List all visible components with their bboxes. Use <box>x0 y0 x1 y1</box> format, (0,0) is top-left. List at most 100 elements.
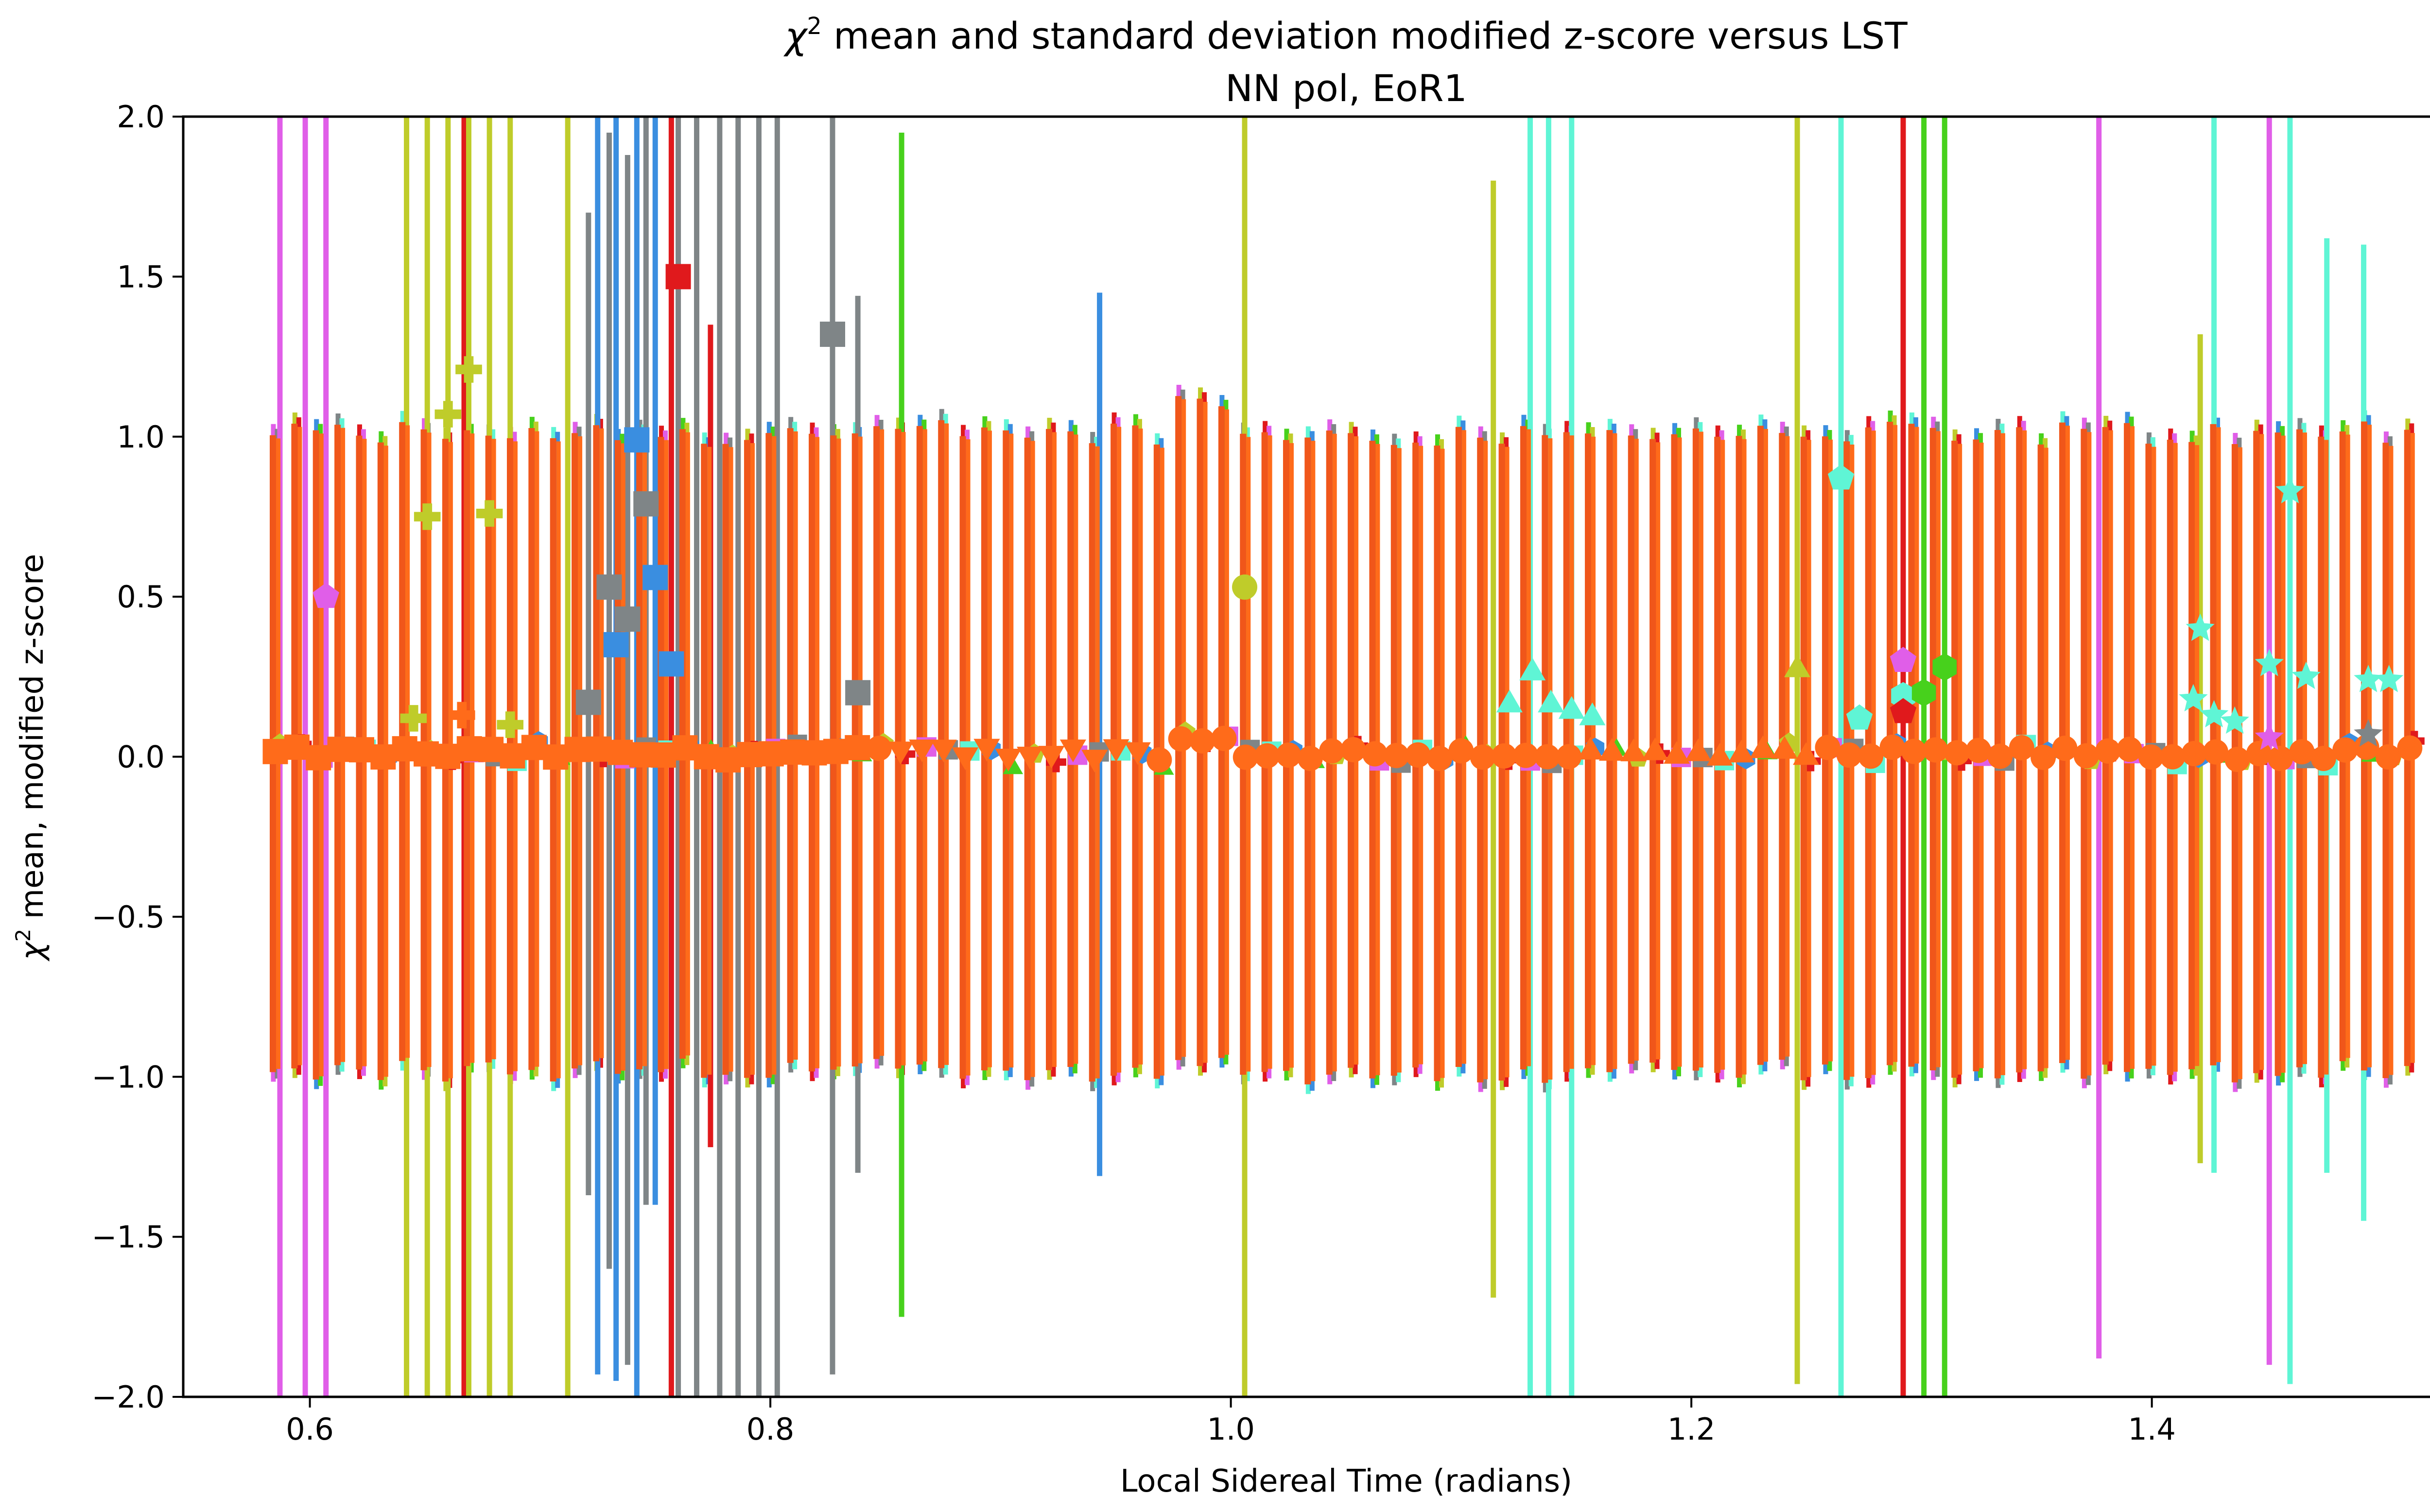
chart-title-rest: mean and standard deviation modified z-s… <box>822 14 1908 57</box>
main-series-marker <box>1427 745 1453 771</box>
main-series-marker <box>758 741 784 767</box>
main-series-marker <box>1190 728 1215 754</box>
outlier-marker <box>2375 665 2404 692</box>
main-series-marker <box>1750 735 1776 758</box>
main-series-marker <box>995 749 1022 772</box>
outlier-marker <box>434 401 462 428</box>
y-tick-label: 2.0 <box>117 99 165 135</box>
main-series-marker <box>586 736 611 762</box>
main-series-marker <box>823 739 849 764</box>
main-series-marker <box>1815 735 1840 760</box>
main-series-marker <box>1923 737 1948 763</box>
main-series-marker <box>1059 739 1086 762</box>
outlier-marker <box>1519 657 1546 681</box>
main-series-marker <box>1642 737 1668 760</box>
main-series-marker <box>327 737 353 762</box>
main-series-marker <box>456 736 482 762</box>
y-axis-ticks: −2.0 −1.5 −1.0 −0.5 0.0 0.5 1.0 1.5 2.0 <box>91 99 183 1415</box>
main-series-marker <box>672 735 698 761</box>
main-series-marker <box>1987 743 2013 769</box>
main-series-marker <box>1836 742 1862 768</box>
y-axis-label: χ2 mean, modified z-score <box>11 554 51 962</box>
main-series-marker <box>1685 738 1712 761</box>
outlier-marker <box>1932 653 1957 681</box>
main-series-marker <box>1577 737 1604 760</box>
main-series-marker <box>952 747 979 771</box>
main-series-marker <box>866 736 892 761</box>
main-series-marker <box>1340 737 1366 763</box>
outlier-marker <box>1890 698 1917 723</box>
x-tick-label: 1.4 <box>2128 1411 2176 1447</box>
main-series-marker <box>564 737 590 762</box>
main-series-marker <box>543 744 569 770</box>
outlier-marker <box>2179 684 2208 712</box>
secondary-marker <box>1046 752 1066 773</box>
main-series-marker <box>1664 741 1690 764</box>
outlier-marker <box>400 705 427 732</box>
main-series-marker <box>521 735 547 760</box>
outlier-marker <box>476 500 503 527</box>
main-series-marker <box>2073 743 2099 769</box>
y-axis-label-rest: mean, modified z-score <box>15 554 51 929</box>
x-axis-ticks: 0.6 0.8 1.0 1.2 1.4 <box>286 1397 2176 1447</box>
main-series-marker <box>2117 737 2142 762</box>
main-series-marker <box>1081 750 1108 773</box>
main-series-marker <box>1168 726 1194 752</box>
outlier-marker <box>615 606 641 632</box>
outlier-marker <box>2186 613 2215 641</box>
outlier-marker <box>455 356 482 383</box>
main-series-marker <box>1017 746 1043 770</box>
outlier-marker <box>1890 647 1917 672</box>
outlier-marker <box>2199 700 2229 728</box>
main-series-marker <box>2289 739 2315 765</box>
main-series-marker <box>1232 744 1258 770</box>
main-series-marker <box>1470 744 1495 770</box>
outlier-marker <box>633 491 659 517</box>
main-series-marker <box>694 744 719 770</box>
y-tick-label: −1.0 <box>91 1059 165 1095</box>
main-series-marker <box>2203 739 2229 765</box>
main-series-marker <box>1448 738 1474 764</box>
main-series-marker <box>1254 743 1280 769</box>
main-series-marker <box>284 734 310 760</box>
x-tick-label: 1.2 <box>1667 1411 1716 1447</box>
y-tick-label: −0.5 <box>91 899 165 935</box>
main-series-marker <box>1405 742 1431 768</box>
main-series-marker <box>2160 744 2186 770</box>
main-series-marker <box>1879 734 1905 760</box>
outlier-marker <box>497 711 523 738</box>
outlier-marker <box>1558 696 1585 719</box>
main-series-marker <box>1038 746 1065 769</box>
main-series-marker <box>478 737 504 762</box>
main-series-marker <box>1966 738 1992 763</box>
x-tick-label: 0.8 <box>746 1411 795 1447</box>
main-series-marker <box>2268 746 2293 772</box>
main-series-marker <box>629 742 655 768</box>
main-series-marker <box>1124 742 1151 765</box>
outlier-marker <box>414 503 441 530</box>
main-series-marker <box>909 739 936 762</box>
main-series-marker <box>370 744 396 770</box>
outlier-marker <box>2291 661 2321 689</box>
main-series-marker <box>1492 743 1517 769</box>
main-series-marker <box>2246 740 2272 766</box>
outlier-marker <box>1911 679 1936 707</box>
main-series-marker <box>1276 742 1302 768</box>
main-series-marker <box>1513 742 1539 768</box>
main-series-marker <box>2310 745 2336 771</box>
outlier-marker <box>575 689 601 715</box>
main-series-marker <box>2095 738 2121 764</box>
main-series-marker <box>1901 739 1927 764</box>
main-series-marker <box>306 745 331 771</box>
outlier-marker <box>449 702 475 729</box>
main-series-marker <box>414 741 439 767</box>
main-series-marker <box>651 742 677 768</box>
main-series-marker <box>2052 736 2078 761</box>
main-series-marker <box>1319 738 1345 764</box>
main-series-marker <box>973 739 1000 762</box>
outlier-marker <box>1538 689 1564 713</box>
main-series-marker <box>1858 743 1884 769</box>
outlier-marker <box>603 632 629 657</box>
main-series-marker <box>1103 739 1129 762</box>
